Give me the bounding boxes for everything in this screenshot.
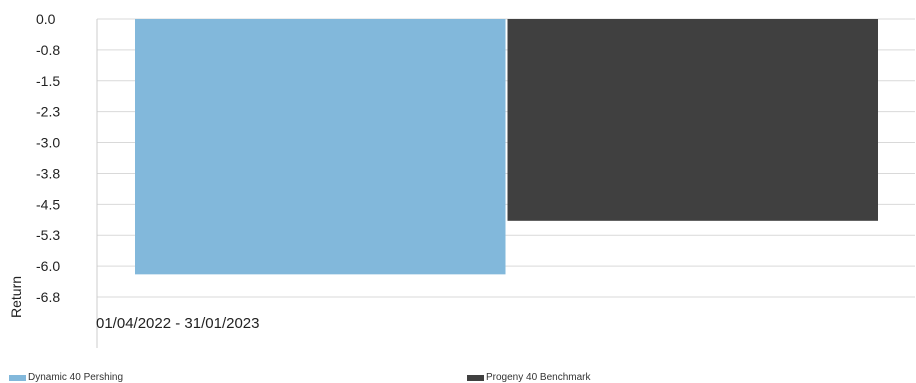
y-tick-label: -2.3 [36,104,60,120]
bars [135,19,878,275]
y-tick-label: 0.0 [36,11,56,27]
bar-dynamic-40-pershing [135,19,506,275]
y-axis-label: Return [8,276,24,318]
bar-progeny-40-benchmark [507,19,878,221]
y-tick-label: -6.8 [36,289,60,305]
y-tick-label: -6.0 [36,258,60,274]
legend-label: Progeny 40 Benchmark [486,372,591,383]
y-axis-tick-labels: 0.0 -0.8 -1.5 -2.3 -3.0 -3.8 -4.5 -5.3 -6.0 -6.8 [36,11,60,305]
legend-label: Dynamic 40 Pershing [28,372,124,383]
legend-item-dynamic-40-pershing: Dynamic 40 Pershing [9,372,123,383]
y-tick-label: -3.0 [36,135,60,151]
bar-chart: 0.0-0.8-1.5-2.3-3.0-3.8-4.5-5.3-6.0-6.8 … [8,11,915,348]
y-tick-label: -1.5 [36,73,60,89]
y-tick-label: -3.8 [36,165,60,181]
legend-item-progeny-40-benchmark: Progeny 40 Benchmark [467,372,591,383]
legend-swatch [467,374,484,381]
y-tick-label: -0.8 [36,42,60,58]
category-label: 01/04/2022 - 31/01/2023 [96,315,259,332]
legend: Dynamic 40 Pershing Progeny 40 Benchmark [0,372,916,383]
y-tick-label: -5.3 [36,227,60,243]
y-tick-label: -4.5 [36,196,60,212]
legend-swatch [9,374,26,381]
